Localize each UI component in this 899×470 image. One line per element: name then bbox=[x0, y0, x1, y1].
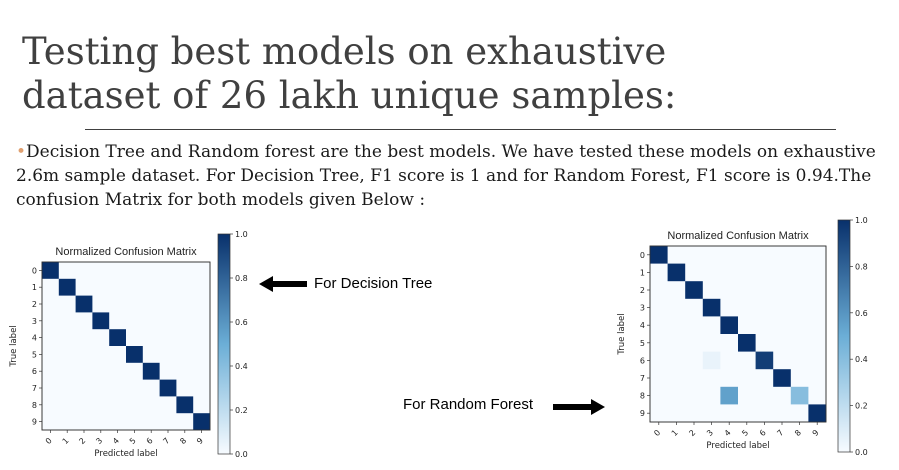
y-tick-label: 9 bbox=[32, 418, 37, 427]
cm-cell bbox=[126, 346, 143, 363]
slide-title-line-1: Testing best models on exhaustive bbox=[22, 30, 667, 73]
y-tick-label: 4 bbox=[32, 334, 37, 343]
label-decision-tree: For Decision Tree bbox=[314, 275, 433, 292]
x-tick-label: 9 bbox=[811, 428, 821, 438]
colorbar-tick-label: 0.0 bbox=[235, 450, 248, 459]
colorbar-tick-label: 0.2 bbox=[235, 406, 248, 415]
colorbar-tick-label: 1.0 bbox=[235, 230, 248, 239]
arrow-left-icon bbox=[259, 276, 307, 292]
cm-title: Normalized Confusion Matrix bbox=[667, 230, 809, 242]
colorbar-tick-label: 0.0 bbox=[855, 448, 868, 457]
cm-cell bbox=[702, 298, 721, 317]
slide-title: Testing best models on exhaustive datase… bbox=[22, 30, 842, 118]
y-tick-label: 1 bbox=[32, 283, 37, 292]
y-tick-label: 9 bbox=[640, 409, 645, 418]
x-axis-label: Predicted label bbox=[706, 441, 769, 451]
cm-cell bbox=[75, 295, 93, 313]
x-tick-label: 8 bbox=[178, 436, 188, 446]
colorbar-tick-label: 0.4 bbox=[235, 362, 248, 371]
x-tick-label: 6 bbox=[145, 436, 155, 446]
cm-cell bbox=[92, 312, 110, 330]
cm-cell bbox=[58, 278, 76, 296]
colorbar-tick-label: 0.6 bbox=[235, 318, 248, 327]
y-tick-label: 6 bbox=[640, 356, 645, 365]
cm-cell bbox=[790, 386, 809, 405]
label-random-forest: For Random Forest bbox=[403, 396, 534, 413]
y-tick-label: 2 bbox=[32, 300, 37, 309]
x-tick-label: 5 bbox=[128, 436, 138, 446]
x-tick-label: 7 bbox=[775, 428, 785, 438]
y-tick-label: 5 bbox=[640, 339, 645, 348]
cm-cell bbox=[738, 334, 756, 352]
y-tick-label: 3 bbox=[32, 317, 37, 326]
y-tick-label: 3 bbox=[640, 304, 645, 313]
colorbar-tick-label: 0.8 bbox=[855, 262, 868, 271]
y-tick-label: 7 bbox=[32, 384, 37, 393]
bullet-marker: • bbox=[16, 142, 27, 162]
x-tick-label: 9 bbox=[195, 436, 205, 446]
cm-cell bbox=[42, 262, 59, 279]
x-tick-label: 0 bbox=[44, 436, 54, 446]
y-tick-label: 0 bbox=[640, 251, 645, 260]
cm-cell bbox=[773, 369, 791, 387]
y-tick-label: 1 bbox=[640, 268, 645, 277]
x-tick-label: 1 bbox=[670, 428, 680, 438]
y-tick-label: 6 bbox=[32, 367, 37, 376]
x-tick-label: 7 bbox=[161, 436, 171, 446]
y-tick-label: 4 bbox=[640, 321, 645, 330]
y-axis-label: True label bbox=[617, 313, 627, 355]
y-axis-label: True label bbox=[9, 325, 19, 367]
x-tick-label: 8 bbox=[793, 428, 803, 438]
cm-cell bbox=[702, 351, 721, 370]
arrow-right-icon bbox=[553, 399, 605, 415]
cm-cell bbox=[159, 379, 177, 397]
cm-cell bbox=[176, 396, 194, 414]
cm-cell bbox=[109, 329, 126, 346]
colorbar-tick-label: 0.4 bbox=[855, 355, 868, 364]
y-tick-label: 7 bbox=[640, 374, 645, 383]
cm-cell bbox=[720, 316, 738, 334]
x-tick-label: 2 bbox=[687, 428, 697, 438]
x-tick-label: 4 bbox=[111, 436, 121, 446]
cm-cell bbox=[685, 281, 703, 299]
x-tick-label: 3 bbox=[94, 436, 104, 446]
cm-cell bbox=[193, 413, 210, 430]
slide-title-line-2: dataset of 26 lakh unique samples: bbox=[22, 74, 677, 117]
x-tick-label: 3 bbox=[705, 428, 715, 438]
cm-cell bbox=[720, 386, 738, 405]
x-tick-label: 1 bbox=[61, 436, 71, 446]
x-tick-label: 5 bbox=[740, 428, 750, 438]
body-text: Decision Tree and Random forest are the … bbox=[16, 142, 876, 210]
cm-cell bbox=[650, 246, 668, 264]
x-tick-label: 4 bbox=[723, 428, 733, 438]
y-tick-label: 5 bbox=[32, 350, 37, 359]
x-tick-label: 6 bbox=[758, 428, 768, 438]
y-tick-label: 2 bbox=[640, 286, 645, 295]
colorbar-tick-label: 0.8 bbox=[235, 274, 248, 283]
colorbar-tick-label: 0.6 bbox=[855, 309, 868, 318]
y-tick-label: 8 bbox=[32, 401, 37, 410]
x-tick-label: 2 bbox=[77, 436, 87, 446]
cm-cell bbox=[142, 362, 160, 380]
colorbar bbox=[217, 233, 231, 455]
body-paragraph: •Decision Tree and Random forest are the… bbox=[16, 140, 888, 212]
colorbar-tick-label: 1.0 bbox=[855, 216, 868, 225]
y-tick-label: 0 bbox=[32, 266, 37, 275]
colorbar-tick-label: 0.2 bbox=[855, 402, 868, 411]
cm-cell bbox=[808, 404, 826, 422]
x-tick-label: 0 bbox=[652, 428, 662, 438]
cm-cell bbox=[755, 351, 774, 370]
title-divider bbox=[85, 129, 836, 130]
x-axis-label: Predicted label bbox=[94, 449, 157, 459]
y-tick-label: 8 bbox=[640, 392, 645, 401]
colorbar bbox=[837, 219, 851, 453]
cm-title: Normalized Confusion Matrix bbox=[55, 246, 197, 258]
cm-cell bbox=[667, 263, 686, 282]
